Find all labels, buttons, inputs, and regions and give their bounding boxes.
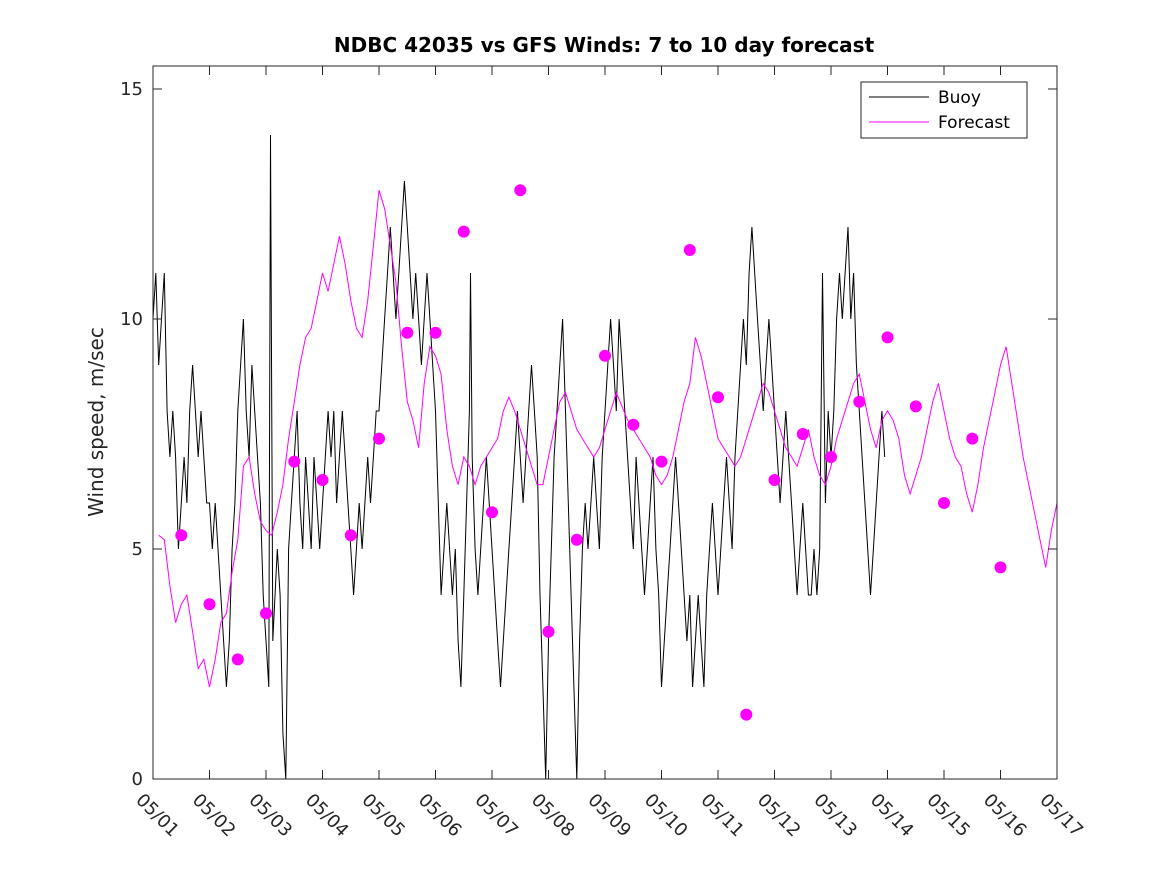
forecast-marker-16 xyxy=(627,418,640,431)
forecast-marker-26 xyxy=(909,400,922,413)
forecast-marker-18 xyxy=(683,244,696,256)
forecast-marker-17 xyxy=(655,455,668,468)
forecast-marker-25 xyxy=(881,331,894,344)
forecast-marker-7 xyxy=(373,432,385,445)
forecast-marker-6 xyxy=(344,529,357,542)
series-layer xyxy=(152,134,1058,780)
forecast-marker-13 xyxy=(542,625,555,638)
forecast-marker-20 xyxy=(740,708,753,721)
y-tick-label-0: 0 xyxy=(132,769,143,790)
legend-label-buoy: Buoy xyxy=(938,88,981,108)
forecast-marker-3 xyxy=(260,607,272,620)
y-axis-label: Wind speed, m/sec xyxy=(84,327,108,517)
legend: Buoy Forecast xyxy=(860,81,1028,139)
forecast-marker-27 xyxy=(938,497,950,509)
y-tick-label-15: 15 xyxy=(120,79,143,100)
forecast-marker-23 xyxy=(825,451,837,463)
forecast-marker-11 xyxy=(486,506,498,519)
forecast-marker-22 xyxy=(796,428,809,440)
legend-label-forecast: Forecast xyxy=(938,113,1010,133)
forecast-marker-9 xyxy=(429,326,442,339)
forecast-marker-21 xyxy=(768,474,781,486)
forecast-marker-1 xyxy=(203,598,216,611)
forecast-marker-29 xyxy=(994,561,1007,574)
forecast-marker-15 xyxy=(599,349,611,362)
chart-title: NDBC 42035 vs GFS Winds: 7 to 10 day for… xyxy=(334,33,875,57)
forecast-marker-4 xyxy=(288,455,301,468)
forecast-marker-12 xyxy=(514,184,527,197)
y-tick-label-10: 10 xyxy=(120,309,143,330)
y-tick-label-5: 5 xyxy=(132,539,143,560)
plot-area xyxy=(153,66,1057,779)
series-line-buoy xyxy=(152,134,886,780)
forecast-marker-2 xyxy=(231,653,244,666)
forecast-marker-10 xyxy=(457,225,470,238)
forecast-marker-19 xyxy=(712,391,724,404)
series-line-forecast xyxy=(158,190,1058,688)
forecast-marker-28 xyxy=(966,432,979,445)
forecast-marker-8 xyxy=(401,326,414,339)
forecast-marker-14 xyxy=(570,533,583,546)
legend-box xyxy=(860,81,1028,139)
forecast-marker-0 xyxy=(175,529,188,542)
forecast-marker-24 xyxy=(853,395,866,408)
forecast-marker-5 xyxy=(316,474,329,486)
